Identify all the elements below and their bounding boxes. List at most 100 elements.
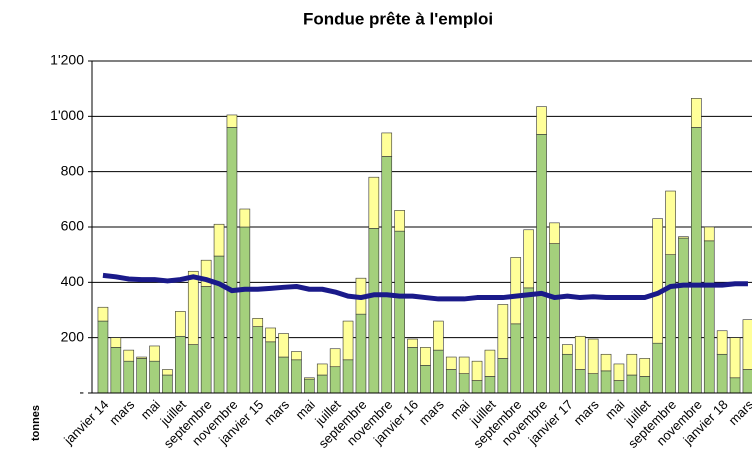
bar-segment bbox=[665, 254, 676, 394]
bar-segment bbox=[445, 356, 457, 370]
bar-segment bbox=[368, 228, 380, 394]
bar-segment bbox=[613, 380, 625, 394]
bar-segment bbox=[458, 356, 470, 374]
bar-segment bbox=[691, 127, 702, 394]
bar-segment bbox=[587, 338, 599, 374]
bar-segment bbox=[136, 358, 147, 394]
bar-segment bbox=[265, 341, 276, 394]
bar-segment bbox=[433, 320, 444, 351]
bar-segment bbox=[458, 373, 470, 394]
bar-segment bbox=[510, 257, 522, 325]
bar-segment bbox=[304, 378, 315, 394]
bar-segment bbox=[703, 240, 715, 394]
bar-segment bbox=[368, 176, 380, 229]
bar-segment bbox=[252, 317, 264, 327]
x-tick-label: mars bbox=[261, 397, 292, 428]
bar-segment bbox=[484, 349, 496, 377]
bar-segment bbox=[329, 348, 341, 368]
bar-segment bbox=[549, 243, 560, 394]
y-tick-label: 400 bbox=[61, 273, 85, 289]
bar-segment bbox=[471, 360, 483, 381]
chart-title: Fondue prête à l'emploi bbox=[303, 9, 493, 28]
x-tick-label: mars bbox=[725, 397, 752, 428]
bar-segment bbox=[420, 365, 431, 394]
bar-segment bbox=[613, 363, 625, 381]
y-tick-label: 1'200 bbox=[50, 52, 84, 68]
bar-segment bbox=[574, 369, 586, 394]
bar-segment bbox=[536, 134, 547, 394]
bar-segment bbox=[239, 226, 251, 394]
bar-segment bbox=[381, 156, 393, 394]
bar-segment bbox=[497, 304, 509, 359]
bar-segment bbox=[187, 270, 199, 345]
bar-segment bbox=[407, 338, 418, 348]
bar-segment bbox=[187, 344, 199, 394]
bar-segment bbox=[278, 356, 289, 394]
bar-segment bbox=[471, 380, 483, 394]
bar-segment bbox=[652, 218, 663, 344]
bar-segment bbox=[136, 356, 147, 359]
bar-segment bbox=[484, 376, 496, 394]
bar-segment bbox=[394, 230, 405, 394]
y-tick-label: 1'000 bbox=[50, 107, 84, 123]
bar-segment bbox=[110, 347, 122, 394]
bar-segment bbox=[665, 190, 676, 255]
bar-segment bbox=[226, 127, 238, 394]
y-tick-label: - bbox=[79, 384, 84, 400]
bar-segment bbox=[278, 333, 289, 358]
bar-segment bbox=[304, 377, 315, 380]
bar-segment bbox=[600, 353, 612, 372]
bar-segment bbox=[149, 345, 160, 362]
bar-segment bbox=[549, 222, 560, 244]
bar-segment bbox=[742, 319, 752, 370]
y-tick-label: 600 bbox=[61, 218, 85, 234]
y-tick-label: 800 bbox=[61, 162, 85, 178]
bar-segment bbox=[420, 347, 431, 366]
bar-segment bbox=[729, 377, 741, 394]
bar-segment bbox=[162, 369, 173, 376]
bar-segment bbox=[239, 208, 251, 228]
bar-segment bbox=[265, 327, 276, 343]
bar-segment bbox=[149, 360, 160, 394]
bar-segment bbox=[587, 373, 599, 394]
bar-segment bbox=[175, 311, 186, 337]
bar-segment bbox=[316, 363, 328, 376]
bar-segment bbox=[407, 347, 418, 394]
bar-segment bbox=[523, 287, 534, 394]
bar-segment bbox=[523, 229, 534, 289]
x-tick-label: mars bbox=[106, 397, 137, 428]
bar-segment bbox=[703, 226, 715, 242]
bar-segment bbox=[652, 342, 663, 394]
bar-segment bbox=[574, 335, 586, 370]
bar-segment bbox=[510, 323, 522, 394]
bar-segment bbox=[600, 370, 612, 394]
x-tick-label: janvier 14 bbox=[60, 397, 111, 448]
bar-segment bbox=[342, 359, 354, 394]
bar-segment bbox=[433, 349, 444, 394]
bar-segment bbox=[342, 320, 354, 361]
bar-segment bbox=[97, 320, 109, 394]
bar-segment bbox=[678, 236, 689, 239]
bar-segment bbox=[497, 358, 509, 394]
bar-segment bbox=[445, 369, 457, 394]
x-tick-label: mars bbox=[416, 397, 447, 428]
bar-segment bbox=[729, 337, 741, 379]
bar-segment bbox=[213, 255, 225, 394]
bar-segment bbox=[716, 330, 728, 355]
bar-segment bbox=[381, 132, 393, 157]
bar-segment bbox=[639, 358, 651, 377]
bar-segment bbox=[200, 259, 212, 287]
bar-segment bbox=[252, 326, 264, 394]
bar-segment bbox=[291, 351, 302, 361]
y-axis-label: tonnes bbox=[30, 405, 42, 441]
bar-segment bbox=[716, 353, 728, 394]
bar-segment bbox=[678, 237, 689, 394]
bar-segment bbox=[226, 114, 238, 128]
bar-segment bbox=[110, 337, 122, 348]
bar-segment bbox=[355, 313, 367, 394]
bar-segment bbox=[316, 374, 328, 394]
y-tick-label: 200 bbox=[61, 328, 85, 344]
bar-segment bbox=[97, 306, 109, 322]
bar-segment bbox=[175, 335, 186, 394]
